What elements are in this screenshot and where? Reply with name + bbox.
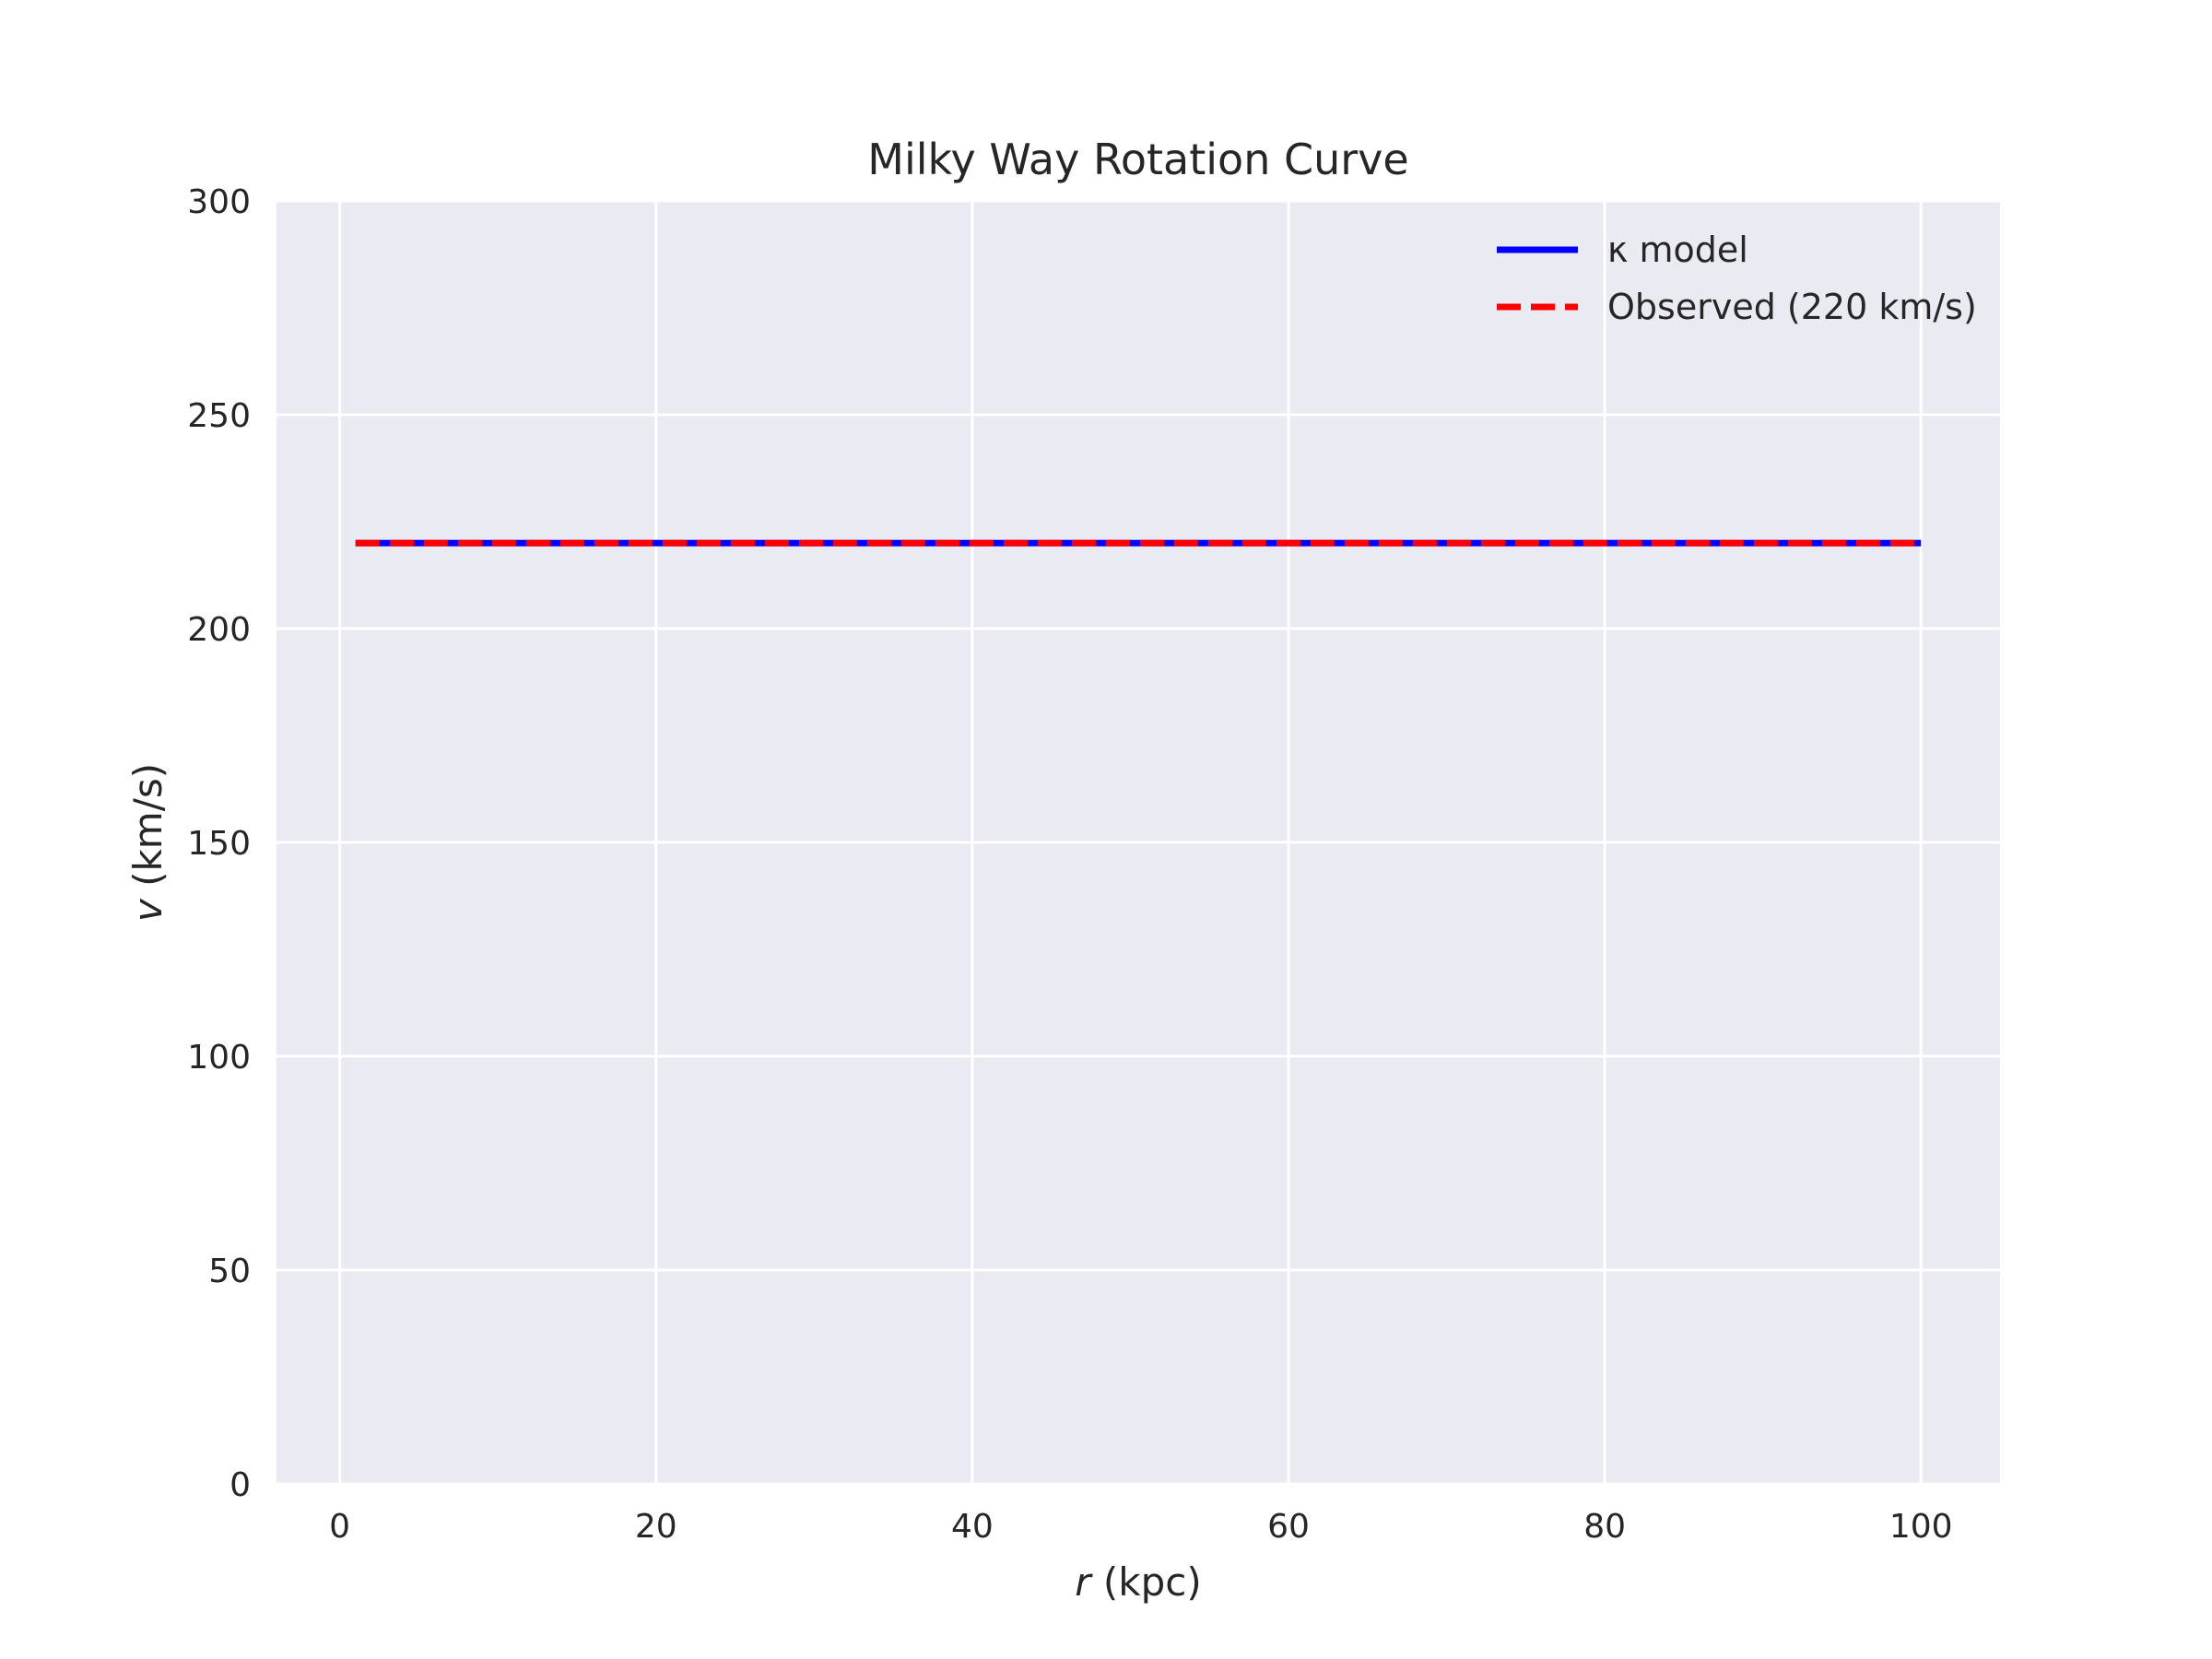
legend: κ model Observed (220 km/s)	[1497, 229, 1977, 327]
y-tick-labels: 0 50 100 150 200 250 300	[187, 183, 251, 1504]
legend-label-observed: Observed (220 km/s)	[1607, 287, 1977, 327]
y-tick-label: 50	[208, 1253, 251, 1290]
x-tick-labels: 0 20 40 60 80 100	[329, 1508, 1952, 1546]
y-tick-label: 0	[229, 1466, 251, 1504]
x-tick-label: 20	[635, 1508, 677, 1546]
legend-label-kappa-model: κ model	[1607, 229, 1748, 270]
y-tick-label: 100	[187, 1039, 251, 1077]
x-tick-label: 80	[1583, 1508, 1626, 1546]
chart-title: Milky Way Rotation Curve	[867, 135, 1408, 184]
x-axis-unit: (kpc)	[1091, 1559, 1202, 1605]
x-axis-label: r (kpc)	[1075, 1559, 1201, 1605]
y-axis-label: v (km/s)	[125, 763, 171, 922]
y-tick-label: 150	[187, 825, 251, 863]
x-tick-label: 100	[1889, 1508, 1953, 1546]
y-axis-unit: (km/s)	[125, 763, 171, 899]
grid-lines	[276, 199, 2000, 1486]
x-tick-label: 60	[1267, 1508, 1310, 1546]
x-tick-label: 0	[329, 1508, 350, 1546]
y-axis-variable: v	[125, 898, 171, 922]
x-axis-variable: r	[1075, 1559, 1093, 1605]
x-tick-label: 40	[951, 1508, 994, 1546]
y-tick-label: 300	[187, 183, 251, 221]
y-tick-label: 200	[187, 611, 251, 649]
y-tick-label: 250	[187, 397, 251, 435]
